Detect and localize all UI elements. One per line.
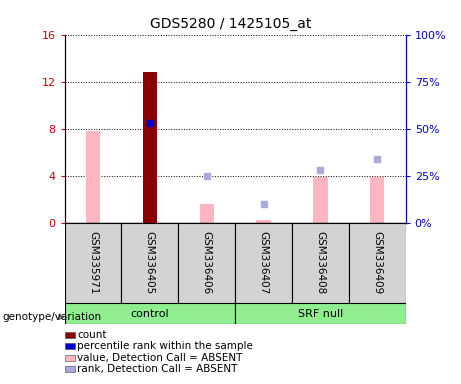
Polygon shape <box>59 314 64 319</box>
Bar <box>143 72 157 223</box>
Text: GSM336409: GSM336409 <box>372 232 382 295</box>
Text: GSM336405: GSM336405 <box>145 232 155 295</box>
Text: GSM336407: GSM336407 <box>259 232 269 295</box>
Bar <box>313 177 327 223</box>
Bar <box>178 223 235 303</box>
Bar <box>292 223 349 303</box>
Text: GSM335971: GSM335971 <box>88 231 98 295</box>
Bar <box>256 220 271 223</box>
Bar <box>86 131 100 223</box>
Text: control: control <box>130 309 169 319</box>
Text: value, Detection Call = ABSENT: value, Detection Call = ABSENT <box>77 353 243 363</box>
Text: rank, Detection Call = ABSENT: rank, Detection Call = ABSENT <box>77 364 238 374</box>
Bar <box>235 223 292 303</box>
Bar <box>370 177 384 223</box>
Text: GSM336406: GSM336406 <box>201 232 212 295</box>
Text: GSM336408: GSM336408 <box>315 232 325 295</box>
Bar <box>65 223 121 303</box>
Text: count: count <box>77 330 107 340</box>
Text: SRF null: SRF null <box>298 309 343 319</box>
Bar <box>200 204 214 223</box>
Bar <box>121 223 178 303</box>
Text: genotype/variation: genotype/variation <box>2 312 101 322</box>
Bar <box>65 303 235 324</box>
Bar <box>235 303 406 324</box>
Text: percentile rank within the sample: percentile rank within the sample <box>77 341 254 351</box>
Text: GDS5280 / 1425105_at: GDS5280 / 1425105_at <box>150 17 311 31</box>
Bar <box>349 223 406 303</box>
